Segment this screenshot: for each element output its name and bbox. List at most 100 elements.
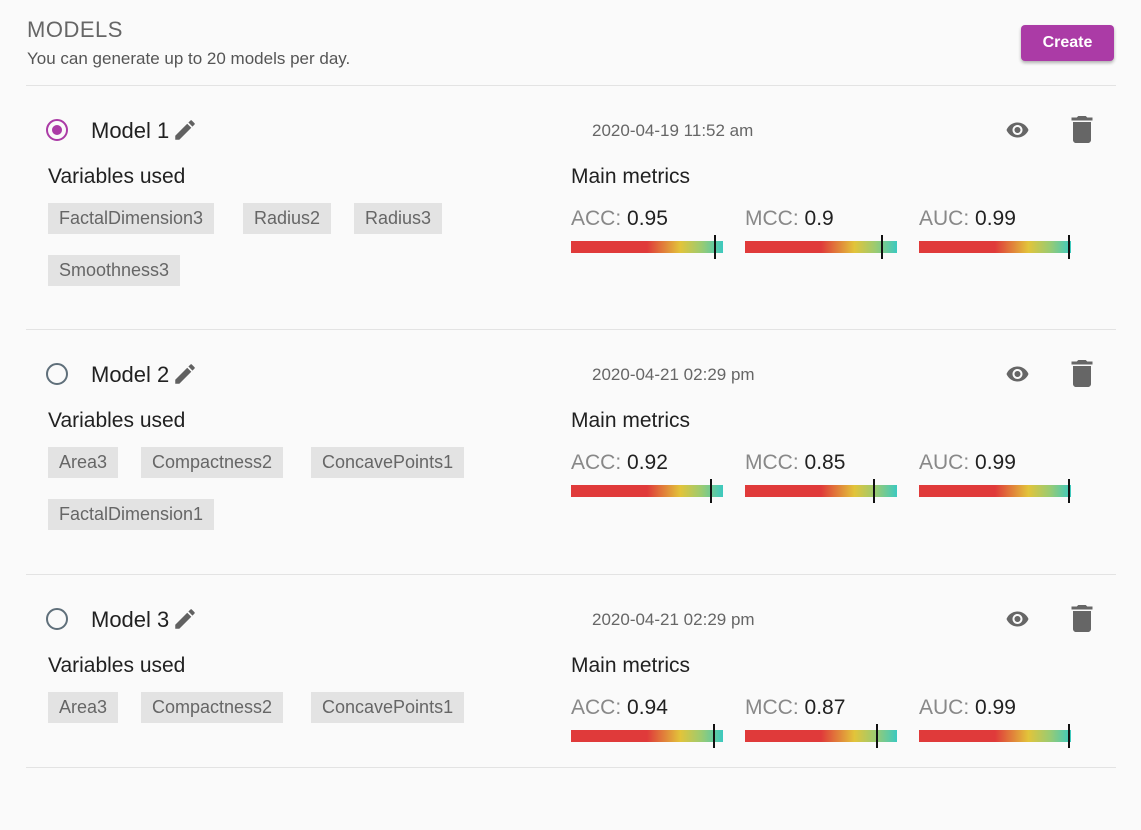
metrics-label: Main metrics (571, 409, 691, 432)
model-select-radio[interactable] (46, 363, 68, 385)
model-select-radio[interactable] (46, 608, 68, 630)
variables-label: Variables used (48, 654, 186, 677)
metric-text: AUC: 0.99 (919, 207, 1074, 231)
pencil-icon[interactable] (172, 117, 198, 143)
divider (26, 329, 1116, 330)
model-card: Model 1 2020-04-19 11:52 am Variables us… (0, 101, 1141, 341)
metric-auc: AUC: 0.99 (919, 696, 1074, 748)
metric-mcc: MCC: 0.87 (745, 696, 900, 748)
metric-bar (919, 235, 1071, 259)
metric-text: AUC: 0.99 (919, 696, 1074, 720)
variable-chip: Radius2 (243, 203, 332, 234)
metric-value: 0.95 (627, 207, 668, 230)
divider (26, 574, 1116, 575)
eye-icon[interactable] (1002, 607, 1033, 631)
metric-label: ACC: (571, 451, 622, 474)
metric-bar (571, 479, 723, 503)
trash-icon[interactable] (1071, 360, 1093, 387)
eye-icon[interactable] (1002, 362, 1033, 386)
metric-text: AUC: 0.99 (919, 451, 1074, 475)
metric-marker (1068, 235, 1070, 259)
eye-icon[interactable] (1002, 118, 1033, 142)
radio-dot (52, 125, 62, 135)
metric-marker (710, 479, 712, 503)
metric-value: 0.99 (975, 696, 1016, 719)
create-button[interactable]: Create (1021, 25, 1114, 61)
metric-text: ACC: 0.92 (571, 451, 726, 475)
metric-mcc: MCC: 0.85 (745, 451, 900, 503)
trash-icon[interactable] (1071, 116, 1093, 143)
metric-auc: AUC: 0.99 (919, 207, 1074, 259)
metric-value: 0.99 (975, 207, 1016, 230)
metric-label: AUC: (919, 451, 970, 474)
metric-text: MCC: 0.87 (745, 696, 900, 720)
metric-marker (713, 724, 715, 748)
variable-chip: Smoothness3 (48, 255, 181, 286)
model-name: Model 2 (91, 362, 170, 387)
metric-bar (571, 235, 723, 259)
variable-chip: FactalDimension3 (48, 203, 215, 234)
variables-label: Variables used (48, 409, 186, 432)
metric-acc: ACC: 0.92 (571, 451, 726, 503)
metric-label: ACC: (571, 696, 622, 719)
model-card: Model 3 2020-04-21 02:29 pm Variables us… (0, 590, 1141, 830)
metric-text: MCC: 0.85 (745, 451, 900, 475)
metric-text: MCC: 0.9 (745, 207, 900, 231)
model-name: Model 3 (91, 607, 170, 632)
metric-marker (881, 235, 883, 259)
divider (26, 85, 1116, 86)
metric-acc: ACC: 0.94 (571, 696, 726, 748)
metric-marker (1068, 724, 1070, 748)
pencil-icon[interactable] (172, 361, 198, 387)
metric-label: AUC: (919, 696, 970, 719)
metric-value: 0.92 (627, 451, 668, 474)
metric-bar (571, 724, 723, 748)
trash-icon[interactable] (1071, 605, 1093, 632)
page-subtitle: You can generate up to 20 models per day… (27, 49, 351, 68)
model-date: 2020-04-19 11:52 am (592, 121, 754, 140)
metric-text: ACC: 0.94 (571, 696, 726, 720)
metric-bar (745, 724, 897, 748)
metric-bar (745, 235, 897, 259)
metric-label: ACC: (571, 207, 622, 230)
model-card: Model 2 2020-04-21 02:29 pm Variables us… (0, 345, 1141, 585)
metric-value: 0.85 (804, 451, 846, 474)
metric-acc: ACC: 0.95 (571, 207, 726, 259)
metric-auc: AUC: 0.99 (919, 451, 1074, 503)
metric-value: 0.87 (804, 696, 846, 719)
metric-label: MCC: (745, 207, 799, 230)
variable-chip: Compactness2 (141, 692, 284, 723)
metric-marker (714, 235, 716, 259)
variable-chip: Radius3 (354, 203, 443, 234)
metric-mcc: MCC: 0.9 (745, 207, 900, 259)
metric-label: MCC: (745, 451, 799, 474)
metric-label: MCC: (745, 696, 799, 719)
variables-label: Variables used (48, 165, 186, 188)
variable-chip: Compactness2 (141, 447, 284, 478)
metric-value: 0.94 (627, 696, 668, 719)
page-title: MODELS (27, 17, 123, 42)
metric-bar (919, 479, 1071, 503)
model-date: 2020-04-21 02:29 pm (592, 610, 755, 629)
metric-bar (919, 724, 1071, 748)
metric-label: AUC: (919, 207, 970, 230)
variable-chip: Area3 (48, 447, 119, 478)
metric-marker (876, 724, 878, 748)
model-name: Model 1 (91, 118, 170, 143)
variable-chip: ConcavePoints1 (311, 692, 465, 723)
variable-chip: FactalDimension1 (48, 499, 215, 530)
metric-marker (873, 479, 875, 503)
metric-bar (745, 479, 897, 503)
metrics-label: Main metrics (571, 165, 691, 188)
model-select-radio[interactable] (46, 119, 68, 141)
variable-chip: ConcavePoints1 (311, 447, 465, 478)
metrics-label: Main metrics (571, 654, 691, 677)
model-date: 2020-04-21 02:29 pm (592, 365, 755, 384)
metric-text: ACC: 0.95 (571, 207, 726, 231)
divider (26, 767, 1116, 768)
metric-marker (1068, 479, 1070, 503)
metric-value: 0.9 (804, 207, 834, 230)
metric-value: 0.99 (975, 451, 1016, 474)
pencil-icon[interactable] (172, 606, 198, 632)
variable-chip: Area3 (48, 692, 119, 723)
